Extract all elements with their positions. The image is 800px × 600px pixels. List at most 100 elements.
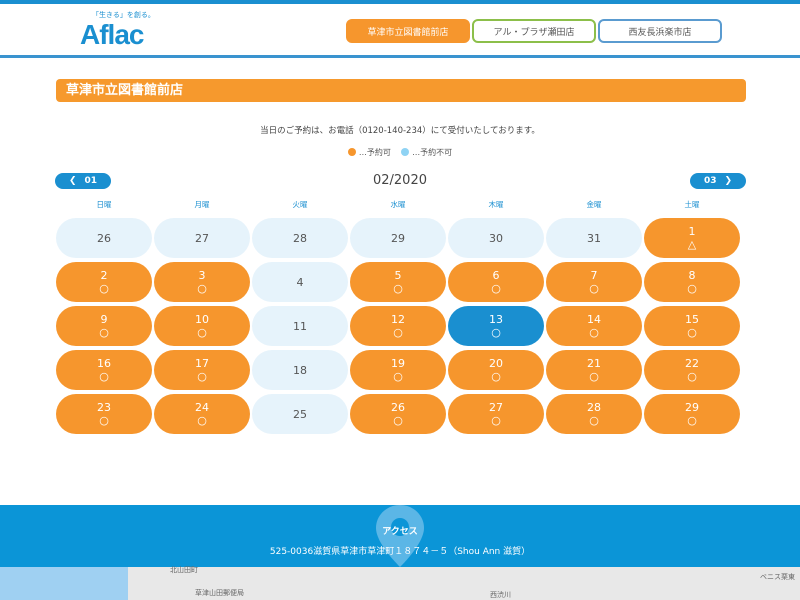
calendar-day[interactable]: 22 ○ (644, 350, 740, 390)
day-number: 27 (195, 231, 209, 245)
availability-mark: ○ (393, 370, 403, 383)
availability-mark: ○ (197, 326, 207, 339)
day-number: 31 (587, 231, 601, 245)
calendar-day[interactable]: 20 ○ (448, 350, 544, 390)
calendar-day[interactable]: 15 ○ (644, 306, 740, 346)
day-number: 29 (685, 401, 699, 414)
availability-mark: ○ (491, 282, 501, 295)
calendar-day[interactable]: 16 ○ (56, 350, 152, 390)
day-number: 14 (587, 313, 601, 326)
tab-seiyu-nagahama[interactable]: 西友長浜楽市店 (598, 19, 722, 43)
prev-month-button[interactable]: ❮ 01 (55, 173, 111, 189)
availability-mark: ○ (589, 282, 599, 295)
calendar-day[interactable]: 2 ○ (56, 262, 152, 302)
map-water (0, 567, 128, 600)
day-number: 17 (195, 357, 209, 370)
day-number: 15 (685, 313, 699, 326)
calendar-day[interactable]: 29 ○ (644, 394, 740, 434)
day-number: 23 (97, 401, 111, 414)
day-number: 21 (587, 357, 601, 370)
google-map[interactable]: 北山田町 草津山田郵便局 西渋川 ベニス栗東 (0, 566, 800, 600)
day-number: 19 (391, 357, 405, 370)
availability-mark: △ (687, 238, 697, 251)
day-number: 12 (391, 313, 405, 326)
legend-available: …予約可 (358, 148, 391, 157)
calendar-day[interactable]: 21 ○ (546, 350, 642, 390)
calendar-day[interactable]: 1 △ (644, 218, 740, 258)
day-number: 6 (492, 269, 500, 282)
next-month-button[interactable]: 03 ❯ (690, 173, 746, 189)
day-number: 29 (391, 231, 405, 245)
calendar-day[interactable]: 17 ○ (154, 350, 250, 390)
day-number: 10 (195, 313, 209, 326)
calendar-day[interactable]: 26 ○ (350, 394, 446, 434)
available-dot-icon (347, 148, 356, 156)
day-number: 8 (688, 269, 696, 282)
availability-mark: ○ (197, 282, 207, 295)
chevron-right-icon: ❯ (724, 176, 733, 186)
day-number: 2 (100, 269, 108, 282)
aflac-logo[interactable]: 「生きる」を創る。 Aflac (80, 10, 160, 50)
unavailable-dot-icon (401, 148, 410, 156)
calendar-day[interactable]: 24 ○ (154, 394, 250, 434)
weekday-header: 火曜 (292, 200, 308, 209)
availability-mark: ○ (687, 370, 697, 383)
map-label: 北山田町 (170, 566, 198, 574)
day-number: 7 (590, 269, 598, 282)
top-accent-bar (0, 0, 800, 4)
availability-mark: ○ (197, 414, 207, 427)
weekday-header: 木曜 (488, 200, 504, 209)
availability-mark: ○ (393, 282, 403, 295)
map-label: 西渋川 (490, 591, 511, 599)
calendar-day[interactable]: 23 ○ (56, 394, 152, 434)
calendar-day[interactable]: 13 ○ (448, 306, 544, 346)
calendar-day: 11 (252, 306, 348, 346)
map-label: ベニス栗東 (760, 573, 795, 581)
day-number: 26 (391, 401, 405, 414)
availability-mark: ○ (99, 370, 109, 383)
map-pin-icon (376, 505, 424, 567)
chevron-left-icon: ❮ (68, 176, 77, 186)
weekday-header: 月曜 (194, 200, 210, 209)
weekday-header: 水曜 (390, 200, 406, 209)
day-number: 30 (489, 231, 503, 245)
availability-mark: ○ (491, 326, 501, 339)
access-heading: アクセス (382, 527, 418, 537)
day-number: 28 (293, 231, 307, 245)
calendar-day[interactable]: 28 ○ (546, 394, 642, 434)
day-number: 1 (688, 225, 696, 238)
calendar-day[interactable]: 19 ○ (350, 350, 446, 390)
day-number: 13 (489, 313, 503, 326)
store-title: 草津市立図書館前店 (56, 79, 746, 102)
calendar-day: 28 (252, 218, 348, 258)
calendar-day[interactable]: 27 ○ (448, 394, 544, 434)
availability-mark: ○ (687, 414, 697, 427)
day-number: 3 (198, 269, 206, 282)
day-number: 28 (587, 401, 601, 414)
calendar-day[interactable]: 3 ○ (154, 262, 250, 302)
day-number: 26 (97, 231, 111, 245)
calendar-day[interactable]: 6 ○ (448, 262, 544, 302)
availability-mark: ○ (99, 326, 109, 339)
calendar-day[interactable]: 12 ○ (350, 306, 446, 346)
calendar-day[interactable]: 10 ○ (154, 306, 250, 346)
calendar-day: 25 (252, 394, 348, 434)
availability-mark: ○ (589, 370, 599, 383)
availability-mark: ○ (589, 414, 599, 427)
tab-al-plaza-seta[interactable]: アル・プラザ瀬田店 (472, 19, 596, 43)
weekday-header: 日曜 (96, 200, 112, 209)
calendar-day: 30 (448, 218, 544, 258)
calendar-day: 27 (154, 218, 250, 258)
prev-month-label: 01 (84, 176, 98, 186)
logo-name: Aflac (80, 19, 144, 50)
calendar-day[interactable]: 9 ○ (56, 306, 152, 346)
calendar-day: 29 (350, 218, 446, 258)
calendar-day[interactable]: 5 ○ (350, 262, 446, 302)
availability-mark: ○ (393, 326, 403, 339)
calendar-day[interactable]: 7 ○ (546, 262, 642, 302)
availability-mark: ○ (491, 414, 501, 427)
calendar-day[interactable]: 14 ○ (546, 306, 642, 346)
calendar-day[interactable]: 8 ○ (644, 262, 740, 302)
tab-kusatsu-library[interactable]: 草津市立図書館前店 (346, 19, 470, 43)
day-number: 16 (97, 357, 111, 370)
